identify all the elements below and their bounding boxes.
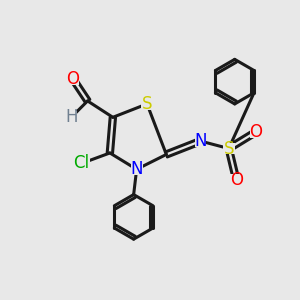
Text: S: S xyxy=(224,140,234,158)
Text: N: N xyxy=(130,160,143,178)
Text: O: O xyxy=(249,123,262,141)
FancyBboxPatch shape xyxy=(67,73,79,85)
Text: H: H xyxy=(65,108,77,126)
Text: N: N xyxy=(194,132,207,150)
FancyBboxPatch shape xyxy=(65,111,77,123)
FancyBboxPatch shape xyxy=(141,98,153,110)
FancyBboxPatch shape xyxy=(131,164,142,175)
Text: S: S xyxy=(142,95,152,113)
Text: Cl: Cl xyxy=(74,154,90,172)
FancyBboxPatch shape xyxy=(230,174,242,186)
FancyBboxPatch shape xyxy=(250,126,262,138)
FancyBboxPatch shape xyxy=(74,158,90,169)
FancyBboxPatch shape xyxy=(195,135,206,147)
Text: O: O xyxy=(230,171,243,189)
FancyBboxPatch shape xyxy=(223,142,235,154)
Text: O: O xyxy=(66,70,79,88)
